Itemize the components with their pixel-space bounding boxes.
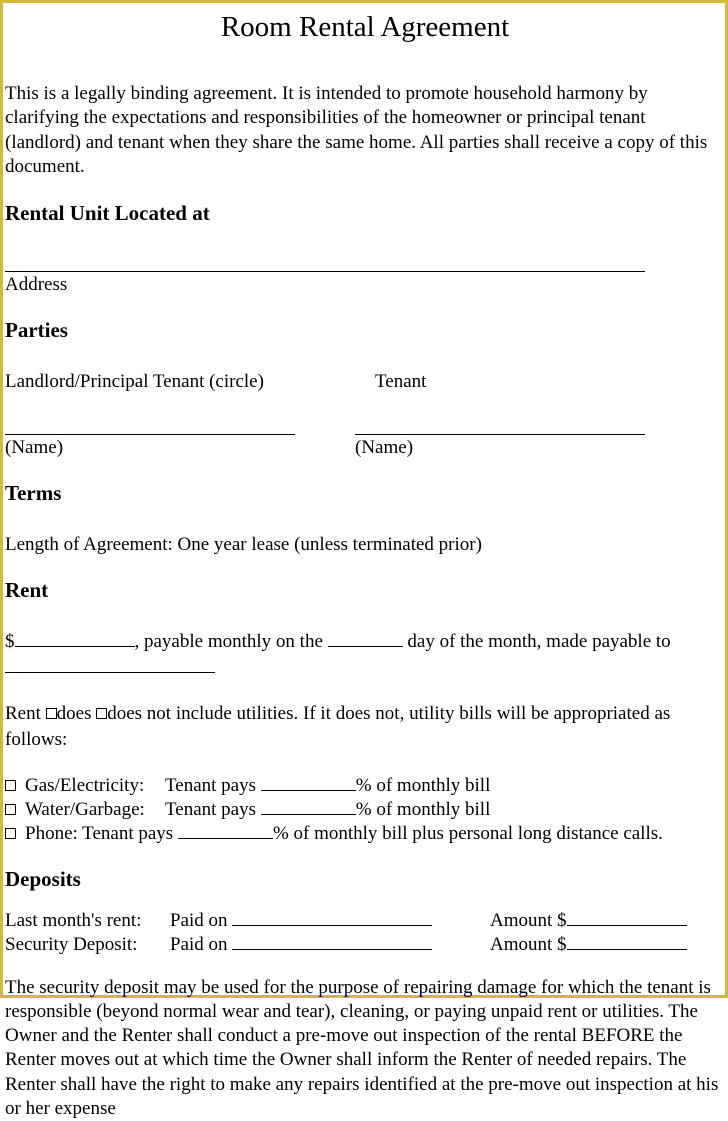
tenant-name-blank[interactable] [355, 417, 645, 435]
deposits-heading: Deposits [5, 867, 725, 892]
rent-amount-blank[interactable] [15, 633, 135, 647]
name-blank-row [5, 417, 725, 435]
intro-paragraph: This is a legally binding agreement. It … [5, 82, 725, 179]
rent-prefix: Rent [5, 703, 46, 724]
water-pct-blank[interactable] [261, 801, 356, 815]
phone-checkbox[interactable] [5, 828, 16, 839]
security-paid-on: Paid on [170, 934, 232, 955]
last-month-amount-label: Amount $ [490, 910, 567, 931]
landlord-name-blank[interactable] [5, 417, 295, 435]
phone-pct-blank[interactable] [178, 825, 273, 839]
terms-line: Length of Agreement: One year lease (unl… [5, 534, 725, 556]
deposits-block: Last month's rent: Paid on Amount $ Secu… [5, 910, 725, 956]
tenant-name-caption: (Name) [355, 437, 413, 459]
terms-length-value: One year lease (unless terminated prior) [178, 534, 482, 555]
document-title: Room Rental Agreement [5, 11, 725, 44]
address-blank-line[interactable] [5, 254, 645, 272]
terms-length-label: Length of Agreement: [5, 534, 178, 555]
rent-heading: Rent [5, 578, 725, 603]
security-amount-label: Amount $ [490, 934, 567, 955]
gas-label: Gas/Electricity: [25, 775, 165, 797]
gas-suffix: % of monthly bill [356, 775, 491, 796]
gas-prefix: Tenant pays [165, 775, 261, 796]
address-caption: Address [5, 274, 725, 296]
does-text: does [57, 703, 97, 724]
security-date-blank[interactable] [232, 936, 432, 950]
landlord-name-caption: (Name) [5, 437, 355, 459]
deposit-row-security: Security Deposit: Paid on Amount $ [5, 934, 725, 956]
water-prefix: Tenant pays [165, 799, 261, 820]
last-month-amount-blank[interactable] [567, 912, 687, 926]
security-amount-blank[interactable] [567, 936, 687, 950]
rent-day-blank[interactable] [328, 633, 403, 647]
parties-labels-row: Landlord/Principal Tenant (circle) Tenan… [5, 371, 725, 393]
water-checkbox[interactable] [5, 804, 16, 815]
day-text: day of the month, made payable to [403, 631, 671, 652]
utilities-block: Gas/Electricity: Tenant pays % of monthl… [5, 775, 725, 845]
closing-paragraph: The security deposit may be used for the… [5, 976, 725, 1121]
tenant-label: Tenant [375, 371, 426, 393]
last-month-date-blank[interactable] [232, 912, 432, 926]
phone-label: Phone: Tenant pays [25, 823, 178, 844]
rent-amount-line: $ , payable monthly on the day of the mon… [5, 631, 725, 653]
rental-unit-heading: Rental Unit Located at [5, 201, 725, 226]
water-label: Water/Garbage: [25, 799, 165, 821]
landlord-label: Landlord/Principal Tenant (circle) [5, 371, 375, 393]
payable-text: , payable monthly on the [135, 631, 328, 652]
deposit-row-last-month: Last month's rent: Paid on Amount $ [5, 910, 725, 932]
utilities-include-line: Rent does does not include utilities. If… [5, 701, 725, 752]
name-caption-row: (Name) (Name) [5, 437, 725, 459]
payee-line [5, 657, 725, 679]
gas-checkbox[interactable] [5, 780, 16, 791]
water-suffix: % of monthly bill [356, 799, 491, 820]
does-checkbox[interactable] [46, 708, 57, 719]
last-month-paid-on: Paid on [170, 910, 232, 931]
gas-pct-blank[interactable] [261, 777, 356, 791]
dollar-sign: $ [5, 631, 15, 652]
does-not-checkbox[interactable] [96, 708, 107, 719]
parties-heading: Parties [5, 318, 725, 343]
terms-heading: Terms [5, 481, 725, 506]
utility-item-water: Water/Garbage: Tenant pays % of monthly … [5, 799, 725, 821]
utility-item-phone: Phone: Tenant pays % of monthly bill plu… [5, 823, 725, 845]
security-label: Security Deposit: [5, 934, 170, 956]
payee-blank[interactable] [5, 659, 215, 673]
phone-suffix: % of monthly bill plus personal long dis… [273, 823, 663, 844]
last-month-label: Last month's rent: [5, 910, 170, 932]
utility-item-gas: Gas/Electricity: Tenant pays % of monthl… [5, 775, 725, 797]
document-page: Room Rental Agreement This is a legally … [3, 3, 725, 1121]
